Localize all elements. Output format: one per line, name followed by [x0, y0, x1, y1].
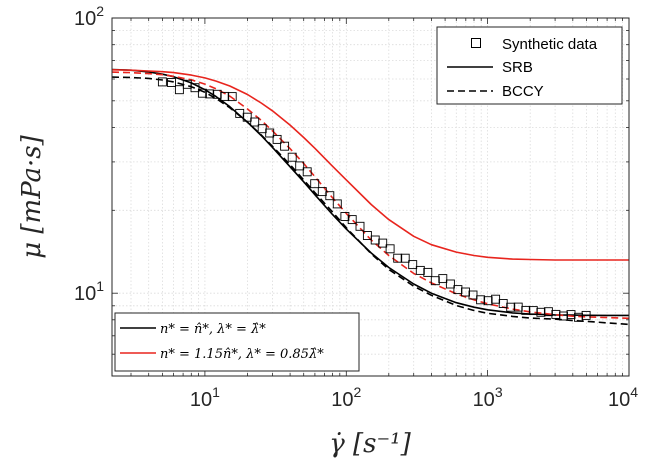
- legend-entry-synthetic: Synthetic data: [502, 36, 598, 53]
- data-point-square: [581, 310, 591, 320]
- x-tick-label: 104: [608, 384, 638, 411]
- data-point-square: [468, 290, 478, 300]
- data-point-square: [483, 296, 493, 306]
- data-point-square: [174, 85, 184, 95]
- data-point-square: [385, 244, 395, 254]
- data-point-square: [250, 117, 260, 127]
- y-tick-label: 102: [74, 3, 104, 30]
- plot-area-frame: [111, 17, 630, 377]
- data-point-square: [167, 78, 176, 87]
- data-point-square: [332, 199, 342, 209]
- data-point-square: [430, 276, 440, 286]
- data-point-square: [190, 83, 200, 93]
- data-point-square: [438, 274, 448, 284]
- data-point-square: [280, 141, 290, 151]
- legend-top-box: [436, 26, 623, 105]
- data-point-square: [521, 305, 531, 315]
- data-point-square: [370, 235, 380, 245]
- legend-marker-square-icon: [471, 38, 481, 48]
- data-point-square: [310, 179, 320, 189]
- legend-bottom: n* = n̂*, λ* = λ̂* n* = 1.15n̂*, λ* = 0.…: [114, 312, 360, 372]
- data-point-square: [378, 238, 388, 248]
- x-axis-label: γ̇ [s⁻¹]: [329, 429, 411, 459]
- data-point-square: [227, 92, 237, 102]
- data-point-square: [536, 307, 546, 317]
- data-point-square: [566, 310, 576, 320]
- legend-top: Synthetic data SRB BCCY: [436, 26, 623, 105]
- x-tick-label: 102: [331, 384, 361, 411]
- x-tick-label: 101: [190, 384, 220, 411]
- data-point-square: [461, 287, 470, 297]
- data-point-square: [393, 253, 403, 263]
- data-point-square: [302, 167, 312, 177]
- legend-entry-perturbed: n* = 1.15n̂*, λ* = 0.85λ̂*: [160, 347, 324, 362]
- data-point-square: [265, 128, 275, 138]
- data-point-square: [340, 212, 350, 221]
- legend-entry-fitted: n* = n̂*, λ* = λ̂*: [160, 322, 266, 337]
- data-point-square: [325, 191, 335, 201]
- data-point-square: [212, 89, 222, 99]
- data-point-square: [506, 302, 516, 312]
- data-point-square: [543, 307, 553, 317]
- x-tick-label: 103: [473, 384, 503, 411]
- data-point-square: [362, 231, 372, 240]
- y-axis-label: μ [mPa·s]: [17, 134, 47, 258]
- data-point-square: [415, 265, 425, 275]
- data-point-square: [355, 221, 365, 231]
- marker-group: [157, 77, 591, 322]
- data-point-square: [295, 161, 305, 171]
- legend-entry-srb: SRB: [502, 59, 533, 76]
- data-point-square: [347, 215, 357, 225]
- data-point-square: [476, 295, 486, 305]
- data-point-square: [287, 152, 297, 162]
- data-point-square: [408, 260, 418, 270]
- data-point-square: [157, 77, 167, 87]
- data-point-square: [559, 311, 568, 321]
- axis-ticks: 101 102 103 104 101 102: [74, 3, 638, 411]
- y-tick-label: 101: [74, 278, 104, 305]
- series-line-3: [112, 69, 629, 261]
- data-point-square: [242, 112, 252, 122]
- data-point-square: [272, 134, 282, 144]
- data-point-square: [445, 279, 455, 289]
- data-point-square: [205, 89, 215, 99]
- data-point-square: [400, 253, 410, 263]
- data-point-square: [220, 91, 230, 101]
- data-point-square: [423, 267, 433, 277]
- legend-entry-bccy: BCCY: [502, 83, 544, 100]
- legend-bottom-box: [114, 312, 360, 372]
- data-point-square: [197, 88, 207, 98]
